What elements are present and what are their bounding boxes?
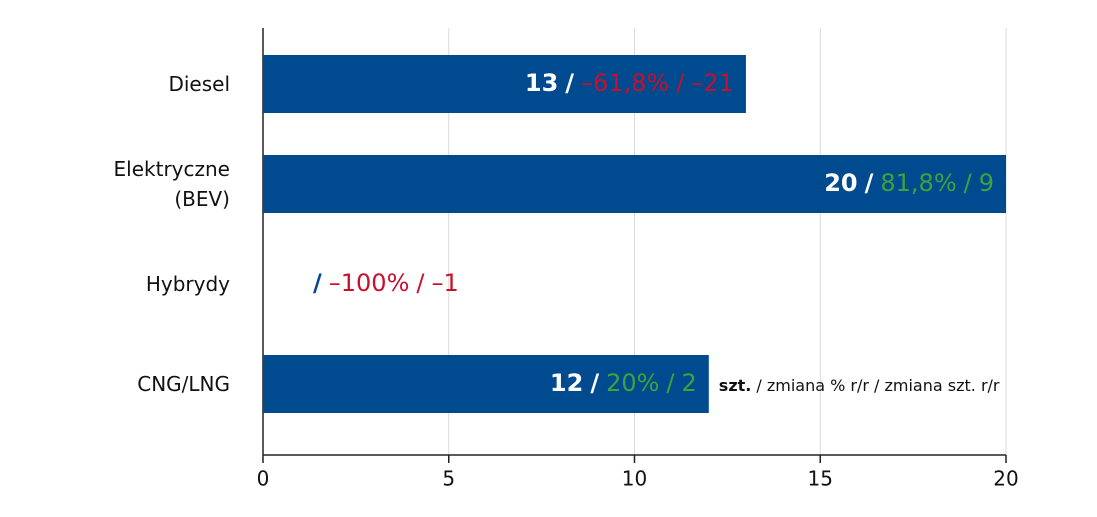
x-tick-label: 10 bbox=[622, 467, 647, 491]
y-tick-label: Elektryczne (BEV) bbox=[113, 157, 230, 211]
unit-change: –1 bbox=[431, 269, 458, 297]
x-tick-label: 20 bbox=[993, 467, 1018, 491]
unit-change: 2 bbox=[682, 369, 697, 397]
data-label: 20/81,8%/9 bbox=[824, 169, 994, 197]
data-label: / –100% / –1 bbox=[313, 269, 459, 297]
pct-change: –61,8% bbox=[581, 69, 669, 97]
x-tick-label: 15 bbox=[808, 467, 833, 491]
pct-change: –100% bbox=[329, 269, 410, 297]
separator: / bbox=[313, 269, 322, 297]
value-label: 13 bbox=[525, 69, 558, 97]
separator: / bbox=[565, 69, 574, 97]
x-tick-label: 0 bbox=[257, 467, 270, 491]
note: szt. / zmiana % r/r / zmiana szt. r/r bbox=[719, 376, 1000, 395]
bar bbox=[263, 155, 1006, 213]
y-tick-label: Diesel bbox=[168, 72, 230, 96]
value-label: 12 bbox=[550, 369, 583, 397]
separator: / bbox=[964, 169, 973, 197]
bar bbox=[263, 355, 709, 413]
pct-change: 20% bbox=[606, 369, 659, 397]
value-label: 20 bbox=[824, 169, 857, 197]
separator: / bbox=[676, 69, 685, 97]
data-label: 13/–61,8% / –21 bbox=[525, 69, 734, 97]
unit-change: –21 bbox=[691, 69, 734, 97]
separator: / bbox=[865, 169, 874, 197]
y-tick-label: CNG/LNG bbox=[137, 372, 230, 396]
bar bbox=[263, 55, 746, 113]
pct-change: 81,8% bbox=[880, 169, 956, 197]
unit-change: 9 bbox=[979, 169, 994, 197]
separator: / bbox=[416, 269, 425, 297]
x-tick-label: 5 bbox=[442, 467, 455, 491]
note-bold: szt. bbox=[719, 376, 752, 395]
note-rest: / zmiana % r/r / zmiana szt. r/r bbox=[756, 376, 1000, 395]
separator: / bbox=[666, 369, 675, 397]
y-tick-label: Hybrydy bbox=[145, 272, 230, 296]
separator: / bbox=[590, 369, 599, 397]
data-label: 12/20%/2 bbox=[550, 369, 697, 397]
